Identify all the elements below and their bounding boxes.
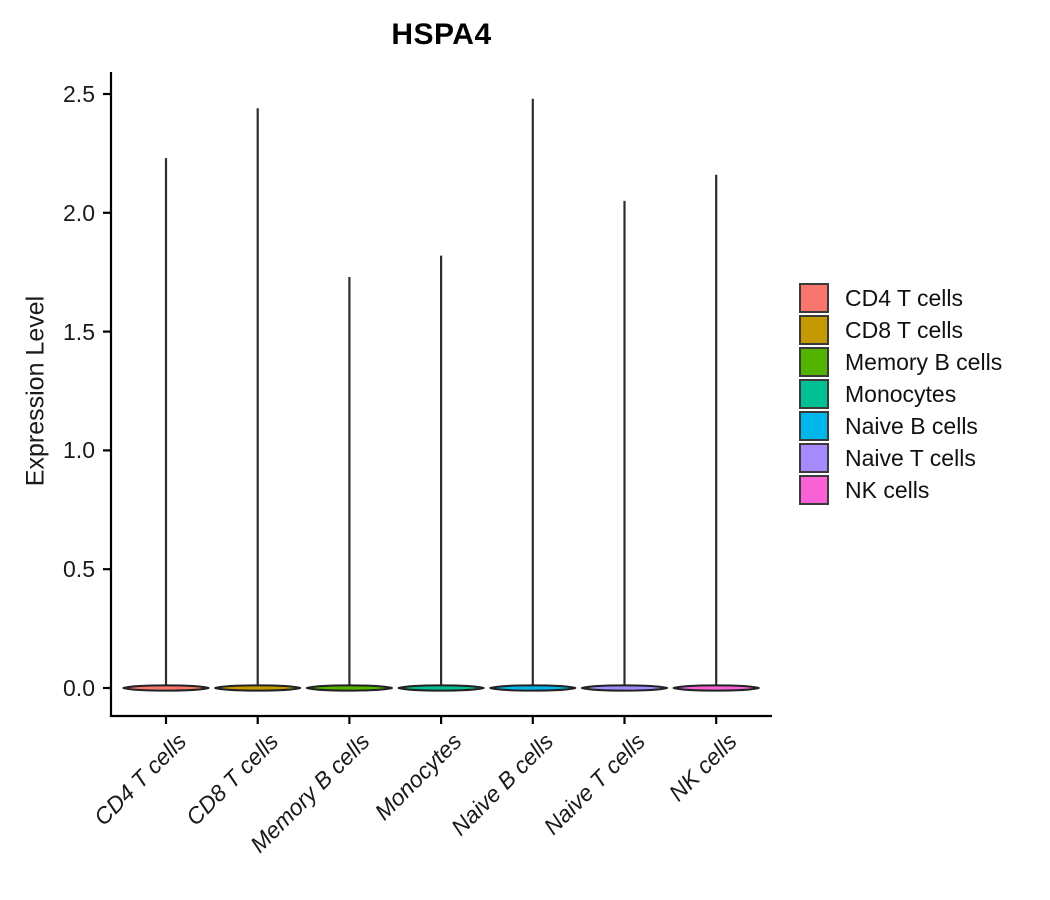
legend-key-swatch — [799, 283, 829, 313]
violin-body — [581, 684, 668, 692]
legend-item: Naive B cells — [799, 411, 1002, 441]
legend-item-label: Naive B cells — [845, 412, 978, 439]
legend-key-swatch — [799, 315, 829, 345]
chart-title: HSPA4 — [391, 18, 492, 51]
legend-item-label: Monocytes — [845, 380, 957, 407]
legend-key-swatch — [799, 347, 829, 377]
violin-body — [305, 684, 393, 692]
legend-key-swatch — [799, 475, 829, 505]
y-tick-label: 2.5 — [63, 81, 95, 107]
legend-item-label: CD4 T cells — [845, 284, 964, 311]
y-tick-label: 0.0 — [63, 675, 95, 701]
legend-key-swatch — [799, 443, 829, 473]
violin-body — [672, 684, 760, 692]
violin-body — [397, 684, 485, 692]
y-tick-label: 1.0 — [63, 437, 95, 464]
legend-item-label: Memory B cells — [845, 348, 1003, 375]
legend-key-swatch — [799, 379, 829, 409]
legend-item-label: Naive T cells — [845, 444, 976, 471]
legend-item-label: NK cells — [845, 476, 930, 503]
y-tick-label: 0.5 — [63, 556, 95, 583]
violin-body — [214, 684, 302, 692]
legend: CD4 T cells CD8 T cells Memory B cells Mono… — [799, 283, 1002, 507]
y-tick-label: 1.5 — [63, 318, 95, 345]
legend-item: Monocytes — [799, 379, 1002, 409]
legend-item-label: CD8 T cells — [845, 316, 964, 343]
y-tick-label: 2.0 — [63, 199, 95, 226]
legend-item: CD4 T cells — [799, 283, 1002, 313]
legend-key-swatch — [799, 411, 829, 441]
violin-body — [489, 684, 577, 692]
violin-body — [122, 684, 210, 692]
legend-item: Memory B cells — [799, 347, 1002, 377]
legend-item: CD8 T cells — [799, 315, 1002, 345]
legend-item: Naive T cells — [799, 443, 1002, 473]
legend-item: NK cells — [799, 475, 1002, 505]
